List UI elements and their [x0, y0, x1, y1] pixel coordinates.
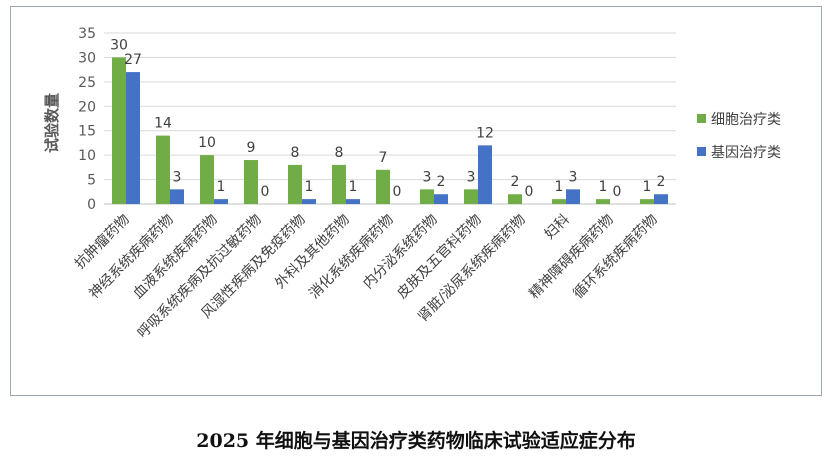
legend-swatch [697, 114, 706, 123]
bar-gene [478, 145, 492, 204]
category-label: 循环系统疾病药物 [570, 212, 661, 303]
bar-gene [302, 199, 316, 204]
bar-gene [346, 199, 360, 204]
data-label: 1 [349, 179, 358, 195]
bar-gene [170, 189, 184, 204]
y-tick-label: 5 [87, 173, 96, 189]
bar-cell [376, 169, 390, 204]
bar-cell [552, 199, 566, 204]
category-labels: 抗肿瘤药物神经系统疾病药物血液系统疾病药物呼吸系统疾病及抗过敏药物风湿性疾病及免… [71, 211, 661, 342]
y-tick-label: 25 [78, 75, 96, 91]
data-label: 0 [525, 184, 534, 200]
y-tick-label: 35 [78, 26, 96, 42]
data-label: 2 [657, 174, 666, 190]
data-label: 1 [643, 179, 652, 195]
bar-cell [244, 160, 258, 204]
data-label: 2 [511, 174, 520, 190]
bar-cell [112, 57, 126, 204]
legend-label: 基因治疗类 [711, 144, 781, 161]
data-label: 1 [599, 179, 608, 195]
data-label: 1 [305, 179, 314, 195]
data-label: 30 [110, 37, 128, 53]
data-label: 2 [437, 174, 446, 190]
bar-gene [566, 189, 580, 204]
figure-caption: 2025 年细胞与基因治疗类药物临床试验适应症分布 [196, 430, 636, 452]
chart-frame: 试验数量 0 5 10 15 20 25 30 35 30 27 14 3 10 1 9 0 8 1 8 1 7 0 3 2… [10, 6, 822, 396]
data-label: 27 [124, 52, 142, 68]
data-label: 9 [247, 140, 256, 156]
bar-cell [596, 199, 610, 204]
bar-cell [508, 194, 522, 204]
bar-cell [156, 135, 170, 204]
data-label: 1 [555, 179, 564, 195]
data-label: 14 [154, 116, 172, 132]
y-axis-label: 试验数量 [43, 93, 61, 153]
legend-swatch [697, 147, 706, 156]
y-tick-label: 20 [78, 99, 96, 115]
data-label: 0 [261, 184, 270, 200]
y-tick-label: 15 [78, 124, 96, 140]
y-tick-label: 30 [78, 50, 96, 66]
bars [112, 57, 668, 204]
y-tick-label: 0 [87, 197, 96, 213]
bar-cell [200, 155, 214, 204]
data-label: 0 [393, 184, 402, 200]
bar-cell [640, 199, 654, 204]
data-label: 1 [217, 179, 226, 195]
data-label: 0 [613, 184, 622, 200]
bar-cell [288, 164, 302, 204]
data-label: 3 [467, 169, 476, 185]
bar-cell [332, 164, 346, 204]
bar-gene [434, 194, 448, 204]
data-label: 3 [569, 169, 578, 185]
y-tick-label: 10 [78, 148, 96, 164]
category-label: 妇科 [541, 211, 573, 243]
data-label: 7 [379, 150, 388, 166]
data-label: 3 [173, 169, 182, 185]
data-label: 10 [198, 135, 216, 151]
bar-gene [126, 72, 140, 204]
legend-label: 细胞治疗类 [711, 112, 781, 128]
data-label: 12 [476, 125, 494, 141]
data-label: 8 [291, 145, 300, 161]
gridlines [104, 32, 676, 205]
data-label: 8 [335, 145, 344, 161]
bar-cell [464, 189, 478, 204]
data-label: 3 [423, 169, 432, 185]
bar-gene [214, 199, 228, 204]
y-tick-labels: 0 5 10 15 20 25 30 35 [78, 26, 96, 213]
bar-cell [420, 189, 434, 204]
bar-gene [654, 194, 668, 204]
